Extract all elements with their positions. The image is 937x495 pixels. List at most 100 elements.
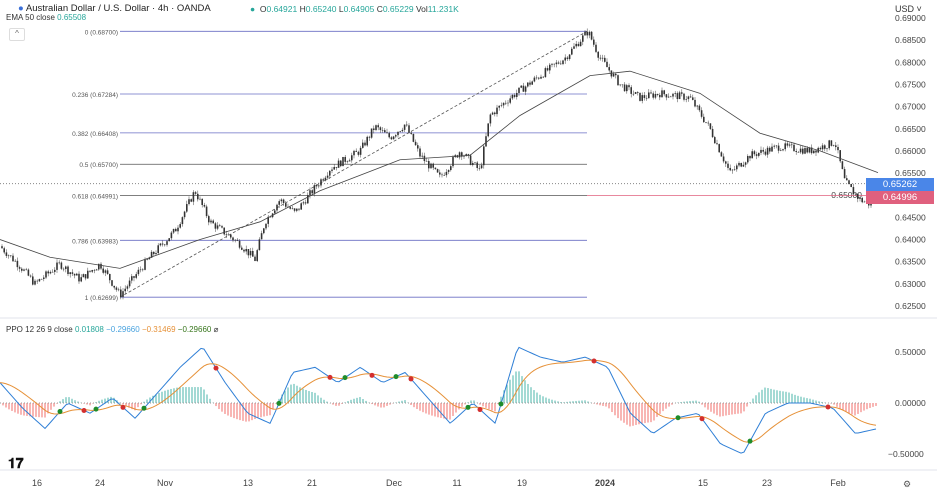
candle-body (551, 63, 553, 65)
candle-body (276, 204, 278, 211)
candle-body (727, 163, 729, 168)
candle-body (164, 244, 166, 246)
candle-body (401, 129, 404, 132)
candle-body (535, 77, 538, 79)
candle-body (205, 206, 208, 217)
candle-body (397, 131, 399, 136)
candle-body (683, 93, 685, 100)
candle-body (821, 145, 824, 150)
ppo-legend[interactable]: PPO 12 26 9 close 0.01808 −0.29660 −0.31… (6, 325, 219, 334)
time-tick: 15 (698, 478, 708, 488)
candle-body (245, 249, 247, 252)
candle-body (775, 145, 778, 147)
time-tick: Feb (830, 478, 846, 488)
candle-body (67, 266, 69, 275)
candle-body (293, 208, 296, 211)
time-tick: 23 (762, 478, 772, 488)
candle-body (716, 143, 718, 145)
ppo-tick: 0.50000 (895, 347, 926, 357)
fib-label: 1 (0.62699) (85, 295, 118, 302)
candle-body (694, 99, 696, 107)
candle-body (703, 116, 705, 123)
candle-body (32, 276, 34, 285)
candle-body (863, 201, 866, 203)
candle-body (718, 144, 720, 153)
candle-body (606, 61, 608, 68)
candle-body (7, 255, 10, 257)
candle-body (146, 259, 148, 260)
candle-body (480, 165, 483, 169)
candle-body (472, 163, 474, 165)
candle-body (78, 273, 80, 282)
candle-body (571, 48, 573, 55)
candle-body (238, 240, 241, 248)
candle-body (518, 87, 520, 93)
fib-label: 0.618 (0.64991) (72, 194, 118, 201)
candle-body (241, 247, 243, 250)
candle-body (14, 260, 16, 262)
candle-body (56, 262, 58, 270)
candle-body (133, 276, 135, 278)
candle-body (113, 285, 115, 288)
candle-body (368, 136, 371, 138)
candle-body (461, 152, 463, 157)
candle-body (155, 253, 157, 255)
candle-body (82, 274, 85, 278)
candle-body (648, 92, 650, 99)
candle-body (599, 57, 602, 59)
candle-body (197, 193, 199, 200)
candle-body (681, 92, 683, 94)
candle-body (738, 162, 740, 166)
ppo-cross-dot (747, 438, 753, 444)
candle-body (344, 156, 346, 162)
candle-body (483, 146, 485, 166)
candle-body (740, 162, 742, 167)
candle-body (839, 150, 841, 162)
candle-body (386, 132, 388, 134)
ppo-line (0, 346, 877, 454)
ppo-cross-dot (342, 375, 348, 381)
candle-body (243, 249, 245, 252)
candle-body (496, 107, 498, 115)
ema-legend[interactable]: EMA 50 close 0.65508 (6, 13, 87, 22)
collapse-legend-button[interactable]: ^ (9, 28, 25, 41)
symbol-title[interactable]: ● Australian Dollar / U.S. Dollar · 4h ·… (18, 3, 211, 14)
candle-body (320, 179, 322, 186)
candle-body (436, 169, 439, 173)
candle-body (315, 185, 318, 187)
candle-body (663, 90, 665, 95)
candle-body (531, 81, 533, 85)
time-tick: 2024 (595, 478, 615, 488)
candle-body (408, 125, 410, 133)
candle-body (265, 223, 267, 229)
candle-body (432, 163, 434, 168)
time-tick: Dec (386, 478, 403, 488)
candle-body (428, 161, 430, 169)
candle-body (87, 270, 89, 279)
candle-body (733, 169, 736, 170)
price-tick: 0.68500 (895, 35, 926, 45)
candle-body (177, 227, 179, 232)
candle-body (819, 147, 822, 150)
ppo-cross-dot (408, 376, 414, 382)
candle-body (21, 268, 23, 271)
candle-body (566, 57, 569, 60)
candle-body (390, 137, 393, 140)
currency-select[interactable]: USD ˅ (895, 4, 922, 14)
candle-body (500, 105, 503, 106)
candle-body (852, 187, 855, 195)
candle-body (36, 280, 38, 282)
settings-gear-icon[interactable]: ⚙ (903, 479, 912, 489)
candle-body (568, 54, 571, 60)
candle-body (291, 208, 294, 210)
candle-body (425, 161, 428, 162)
candle-body (520, 85, 522, 88)
candle-body (375, 125, 377, 130)
candle-body (54, 269, 56, 272)
candle-body (579, 41, 582, 47)
candle-body (342, 156, 344, 167)
candle-body (333, 166, 335, 170)
candle-body (804, 148, 806, 154)
